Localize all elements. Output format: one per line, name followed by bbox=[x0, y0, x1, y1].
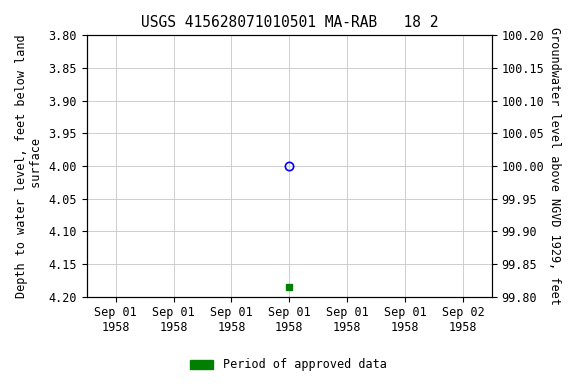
Y-axis label: Groundwater level above NGVD 1929, feet: Groundwater level above NGVD 1929, feet bbox=[548, 27, 561, 305]
Legend: Period of approved data: Period of approved data bbox=[185, 354, 391, 376]
Title: USGS 415628071010501 MA-RAB   18 2: USGS 415628071010501 MA-RAB 18 2 bbox=[141, 15, 438, 30]
Y-axis label: Depth to water level, feet below land
 surface: Depth to water level, feet below land su… bbox=[15, 34, 43, 298]
